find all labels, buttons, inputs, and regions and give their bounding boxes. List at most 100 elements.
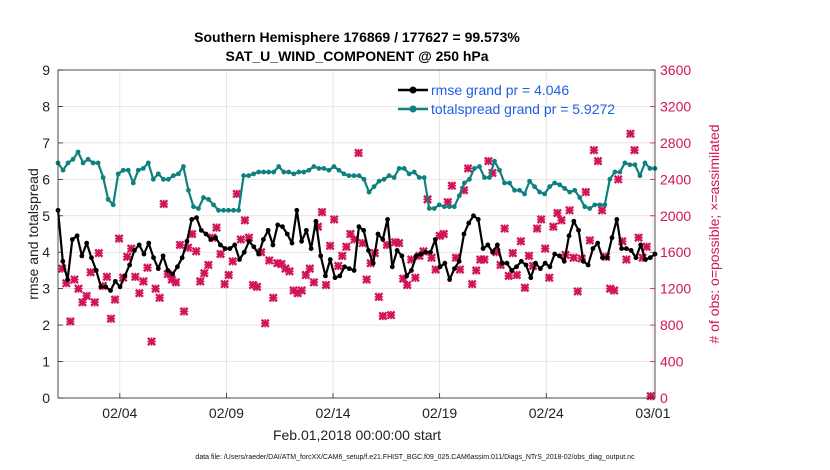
totalspread-point bbox=[216, 207, 221, 213]
totalspread-point bbox=[286, 169, 292, 175]
totalspread-point bbox=[517, 187, 522, 193]
rmse-point bbox=[428, 249, 433, 255]
left-axis-ticks: 0 1 2 3 4 5 6 7 8 9 bbox=[42, 62, 63, 406]
obs-point bbox=[597, 205, 607, 215]
rmse-point bbox=[60, 258, 66, 264]
obs-point bbox=[613, 174, 623, 184]
rmse-point bbox=[208, 237, 214, 242]
totalspread-point bbox=[487, 175, 492, 180]
obs-point bbox=[228, 256, 238, 266]
totalspread-point bbox=[155, 171, 161, 177]
obs-point bbox=[500, 224, 510, 233]
totalspread-point bbox=[647, 166, 653, 171]
obs-point bbox=[447, 181, 457, 191]
rmse-point bbox=[165, 268, 171, 273]
rmse-point bbox=[98, 284, 104, 290]
obs-point bbox=[646, 391, 656, 401]
totalspread-point bbox=[160, 176, 166, 182]
y-tick-label-right: 0 bbox=[660, 390, 668, 406]
obs-point bbox=[439, 229, 449, 239]
rmse-point bbox=[289, 240, 295, 246]
rmse-point bbox=[638, 242, 644, 248]
rmse-point bbox=[179, 255, 185, 261]
rmse-point bbox=[404, 273, 410, 279]
rmse-point bbox=[528, 275, 534, 281]
obs-point bbox=[216, 249, 225, 259]
totalspread-point bbox=[65, 160, 71, 166]
totalspread-point bbox=[60, 167, 66, 173]
obs-point bbox=[244, 233, 254, 243]
rmse-point bbox=[485, 242, 491, 248]
rmse-point bbox=[270, 242, 276, 248]
rmse-point bbox=[504, 260, 510, 266]
rmse-point bbox=[108, 288, 113, 293]
totalspread-point bbox=[291, 171, 297, 177]
totalspread-point bbox=[492, 158, 497, 164]
rmse-point bbox=[346, 266, 352, 272]
y-tick-label-left: 9 bbox=[42, 62, 50, 78]
totalspread-point bbox=[346, 173, 352, 179]
data-file-footnote: data file: /Users/raeder/DAI/ATM_forcXX/… bbox=[195, 454, 635, 461]
totalspread-point bbox=[120, 167, 126, 173]
totalspread-point bbox=[446, 204, 452, 210]
y-tick-label-right: 3600 bbox=[660, 62, 691, 78]
totalspread-point bbox=[221, 207, 226, 213]
x-tick-label: 02/04 bbox=[102, 405, 137, 421]
rmse-point bbox=[375, 231, 381, 237]
obs-point bbox=[358, 238, 368, 248]
totalspread-point bbox=[411, 169, 417, 175]
rmse-point bbox=[194, 215, 199, 221]
rmse-point bbox=[351, 268, 357, 273]
obs-point bbox=[536, 214, 546, 224]
obs-point bbox=[630, 145, 639, 155]
totalspread-point bbox=[231, 207, 236, 213]
obs-point bbox=[309, 277, 319, 287]
obs-point bbox=[102, 272, 112, 282]
totalspread-point bbox=[527, 178, 532, 184]
totalspread-point bbox=[567, 189, 573, 195]
rmse-point bbox=[79, 253, 85, 259]
obs-point bbox=[520, 283, 530, 293]
rmse-point bbox=[69, 237, 75, 242]
legend-rmse-marker bbox=[409, 86, 417, 94]
rmse-point bbox=[323, 273, 328, 279]
totalspread-point bbox=[416, 175, 422, 180]
obs-point bbox=[642, 242, 652, 252]
totalspread-point bbox=[130, 180, 136, 186]
totalspread-point bbox=[196, 206, 201, 211]
totalspread-point bbox=[577, 195, 583, 200]
totalspread-point bbox=[266, 169, 272, 175]
totalspread-point bbox=[271, 169, 277, 175]
totalspread-point bbox=[602, 202, 608, 208]
totalspread-point bbox=[75, 149, 81, 155]
totalspread-point bbox=[211, 202, 216, 208]
rmse-point bbox=[552, 251, 558, 257]
totalspread-point bbox=[176, 171, 181, 177]
rmse-point bbox=[342, 264, 347, 270]
rmse-point bbox=[256, 251, 261, 257]
totalspread-point bbox=[386, 173, 392, 179]
totalspread-point bbox=[80, 160, 86, 166]
rmse-point bbox=[299, 238, 304, 244]
totalspread-point bbox=[326, 167, 332, 173]
rmse-point bbox=[127, 262, 133, 268]
obs-point bbox=[394, 238, 404, 248]
obs-point bbox=[621, 255, 631, 264]
totalspread-point bbox=[612, 169, 618, 175]
rmse-point bbox=[394, 248, 400, 253]
obs-point bbox=[159, 199, 169, 209]
rmse-point bbox=[452, 266, 457, 272]
x-tick-label: 03/01 bbox=[635, 405, 670, 421]
totalspread-point bbox=[627, 162, 633, 168]
rmse-point bbox=[647, 255, 653, 261]
rmse-point bbox=[547, 264, 553, 270]
rmse-point bbox=[155, 266, 161, 272]
totalspread-point bbox=[376, 178, 382, 184]
y-tick-label-right: 2800 bbox=[660, 135, 691, 151]
totalspread-point bbox=[391, 175, 397, 180]
totalspread-point bbox=[592, 202, 598, 208]
rmse-point bbox=[318, 253, 324, 259]
totalspread-point bbox=[361, 176, 367, 182]
obs-point bbox=[398, 274, 408, 284]
obs-point bbox=[593, 156, 603, 166]
